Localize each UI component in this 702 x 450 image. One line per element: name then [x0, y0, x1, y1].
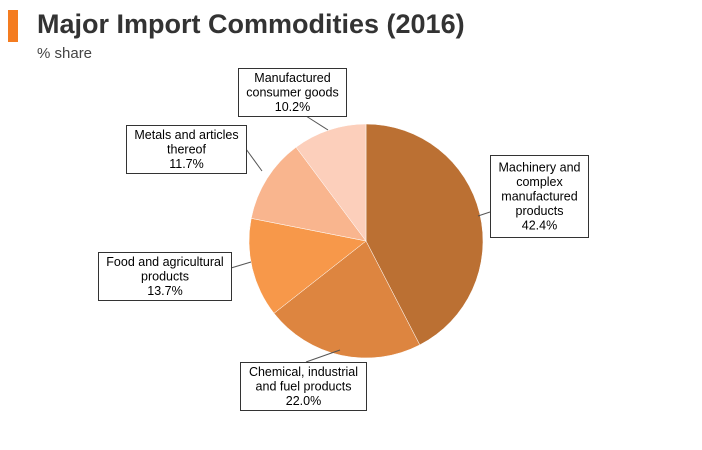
slice-label-line-3-0: Metals and articles: [134, 128, 238, 142]
slice-label-line-0-2: manufactured: [501, 189, 577, 203]
slice-label-line-1-1: and fuel products: [256, 379, 352, 393]
slice-label-line-4-1: consumer goods: [246, 85, 338, 99]
slice-label-line-0-0: Machinery and: [499, 160, 581, 174]
slice-label-0: Machinery andcomplexmanufacturedproducts…: [490, 155, 589, 238]
slice-label-line-4-2: 10.2%: [275, 100, 310, 114]
chart-title: Major Import Commodities (2016): [37, 9, 465, 39]
slice-label-line-4-0: Manufactured: [254, 71, 330, 85]
slice-label-line-3-2: 11.7%: [169, 157, 204, 171]
pie-slice-4: [295, 123, 367, 242]
chart-subtitle: % share: [37, 45, 93, 62]
slice-label-line-2-0: Food and agricultural: [106, 255, 223, 269]
slice-label-box-1: [240, 362, 367, 411]
leader-line-2: [230, 261, 252, 269]
label-leader-lines: [230, 115, 491, 363]
slice-labels: Machinery andcomplexmanufacturedproducts…: [98, 68, 589, 411]
slice-label-box-3: [126, 125, 247, 174]
pie-slice-0: [365, 123, 484, 346]
slice-label-line-3-1: thereof: [167, 142, 206, 156]
pie-slice-3: [250, 146, 367, 242]
slice-label-line-2-2: 13.7%: [147, 284, 182, 298]
slice-label-line-1-0: Chemical, industrial: [249, 365, 358, 379]
leader-line-0: [477, 211, 491, 217]
pie-slice-1: [273, 240, 421, 359]
slice-label-box-2: [98, 252, 232, 301]
slice-label-line-0-4: 42.4%: [522, 218, 557, 232]
slice-label-line-0-1: complex: [516, 175, 563, 189]
title-accent-bar: [8, 10, 18, 42]
leader-line-1: [305, 349, 341, 363]
pie-slice-2: [248, 218, 367, 314]
slice-label-box-0: [490, 155, 589, 238]
slice-label-line-1-2: 22.0%: [286, 394, 321, 408]
slice-label-line-0-3: products: [516, 204, 564, 218]
leader-line-4: [305, 115, 329, 131]
slice-label-box-4: [238, 68, 347, 117]
slice-label-line-2-1: products: [141, 269, 189, 283]
leader-line-3: [245, 148, 263, 172]
pie-slices: [248, 123, 484, 359]
